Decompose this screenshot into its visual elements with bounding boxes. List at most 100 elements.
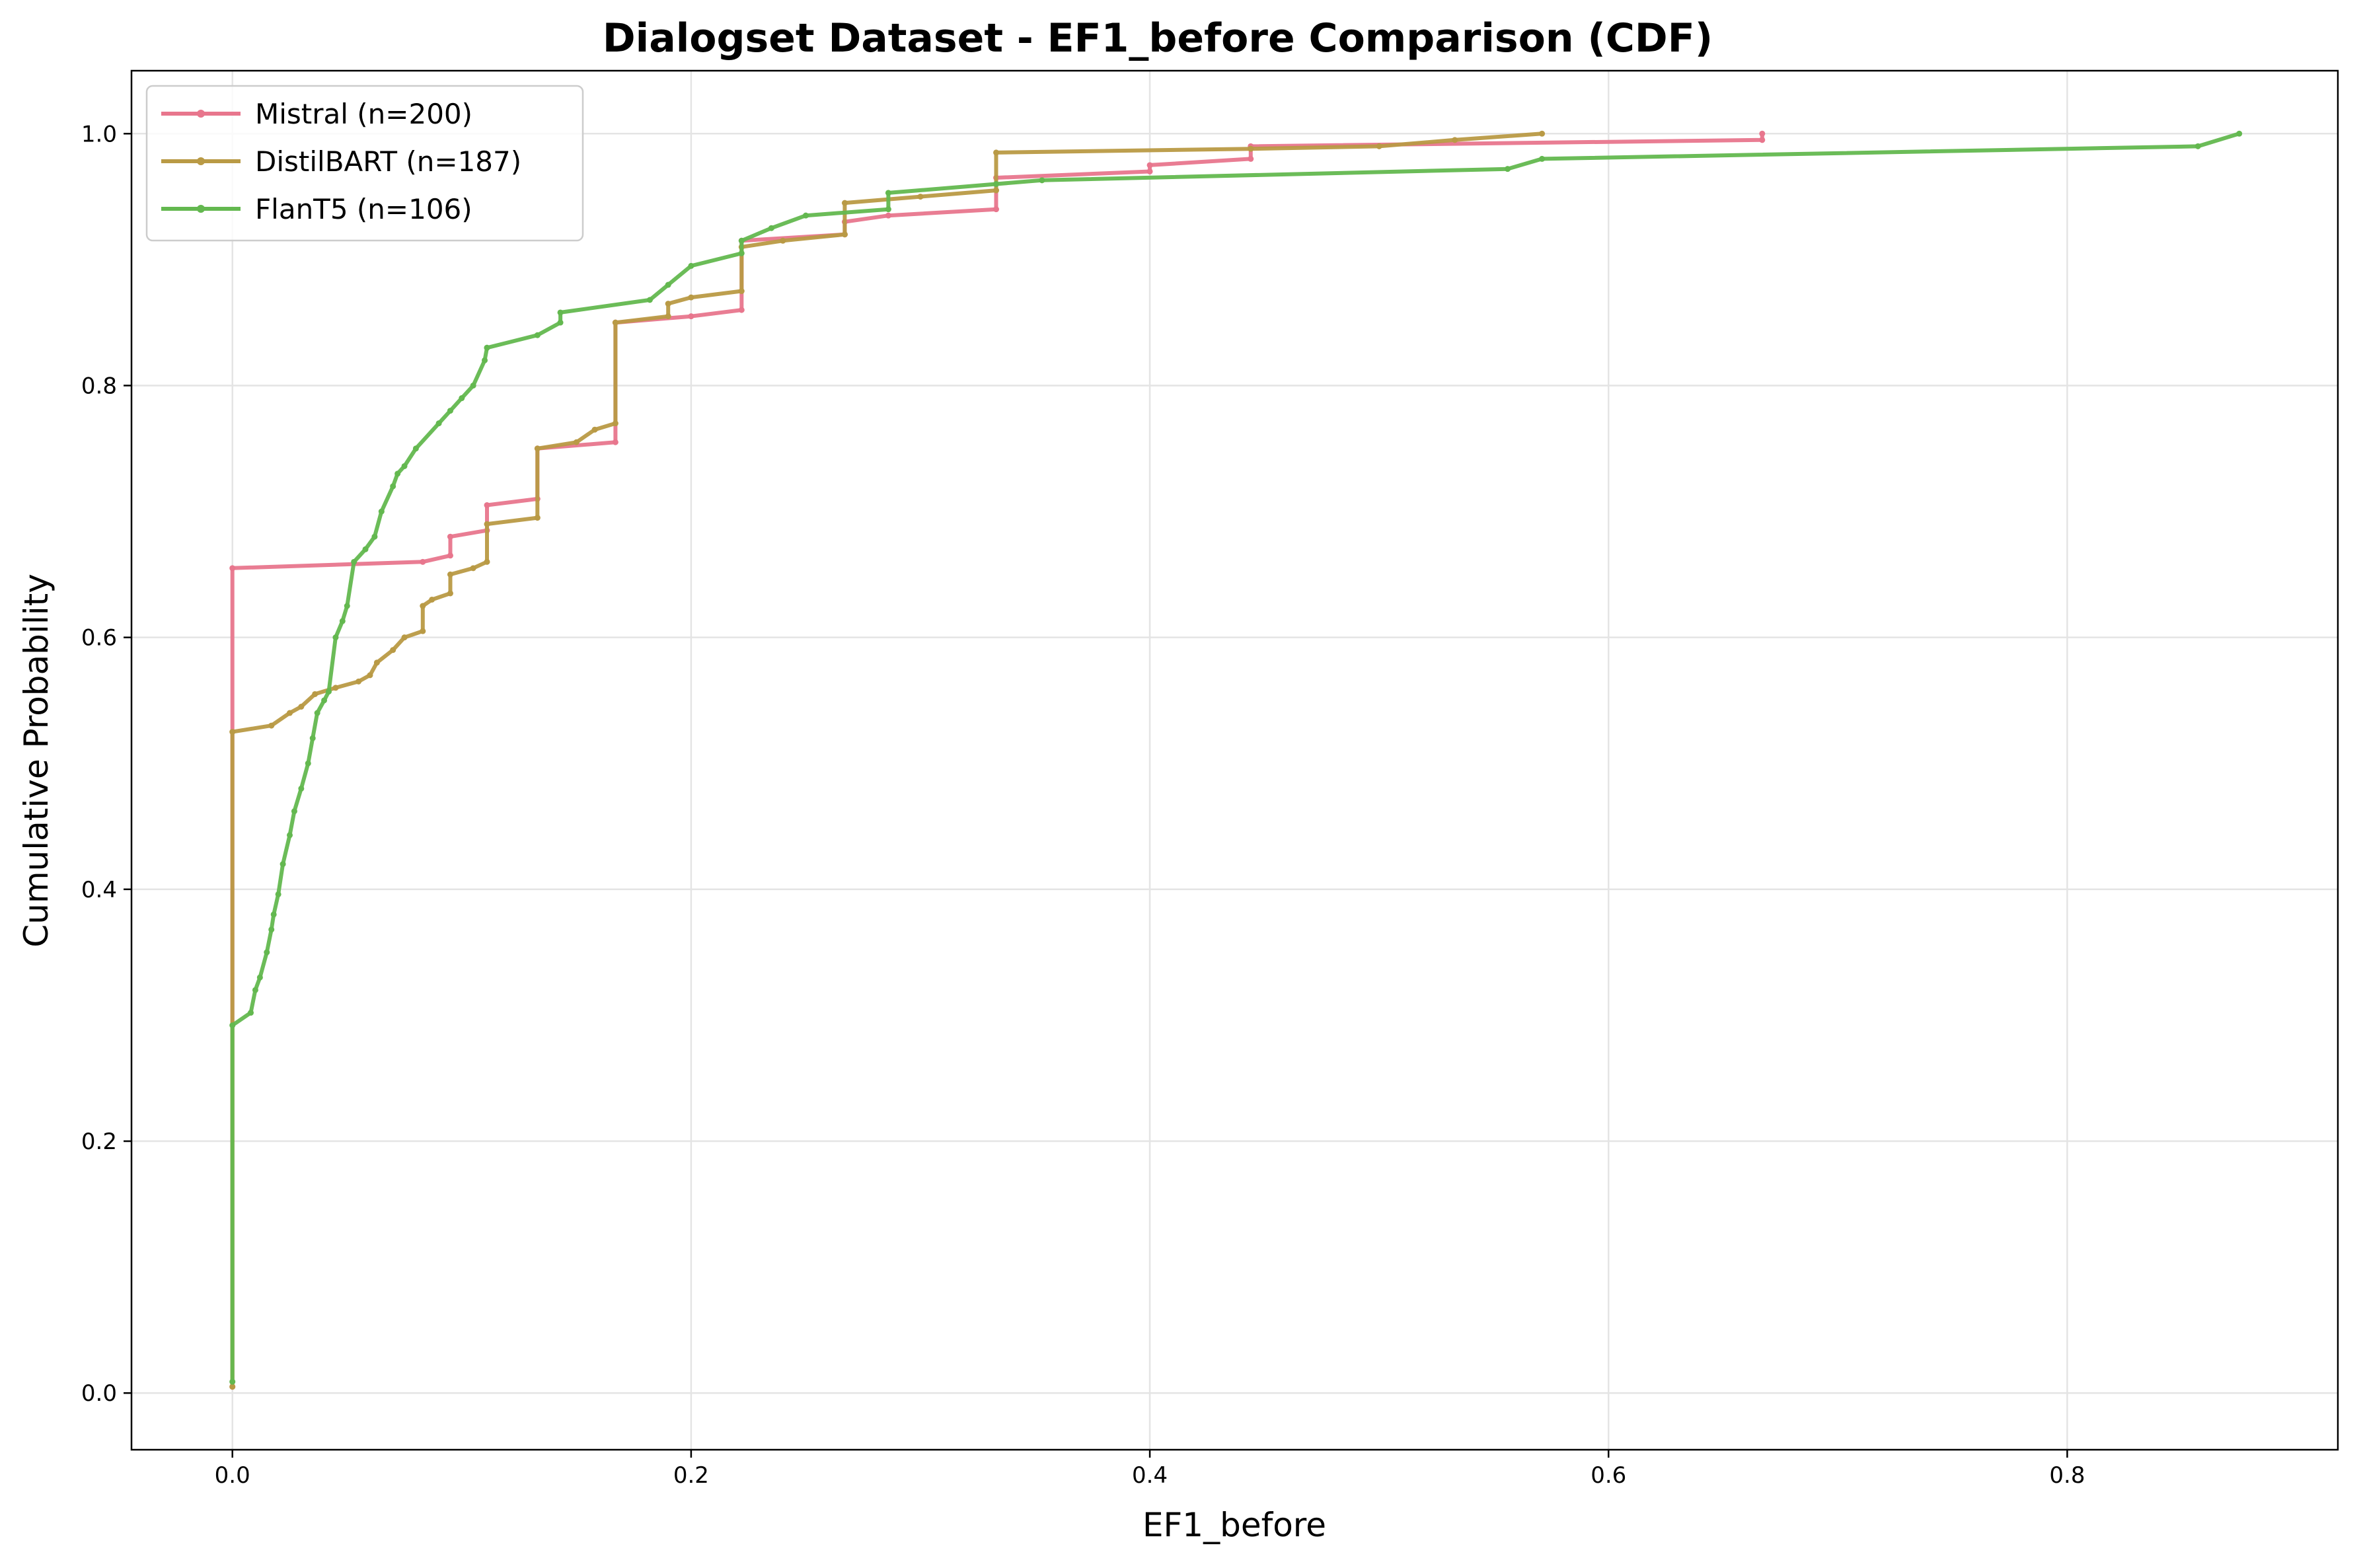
- series-point-2: [885, 206, 891, 213]
- series-point-1: [390, 647, 396, 653]
- series-point-1: [591, 426, 598, 433]
- chart-title: Dialogset Dataset - EF1_before Compariso…: [603, 15, 1713, 61]
- series-point-2: [738, 237, 745, 244]
- series-point-2: [252, 987, 258, 993]
- legend-box: [145, 85, 584, 242]
- y-tick-label: 0.4: [81, 877, 117, 903]
- series-point-1: [229, 1384, 236, 1390]
- tick-layer: 0.0 0.2 0.4 0.6 0.8 0.0 0.2 0.4 0.6 0.8 1.0: [81, 121, 2085, 1489]
- series-point-1: [447, 590, 453, 597]
- series-point-2: [1039, 177, 1045, 184]
- series-point-2: [378, 508, 385, 515]
- y-axis-title: Cumulative Probability: [17, 574, 56, 948]
- series-point-2: [665, 281, 671, 288]
- series-point-2: [1505, 166, 1511, 172]
- series-point-1: [841, 200, 848, 206]
- legend-swatch-marker: [197, 157, 205, 165]
- series-point-1: [484, 558, 490, 565]
- legend-label: DistilBART (n=187): [255, 145, 521, 178]
- series-point-2: [768, 225, 774, 231]
- y-tick-label: 0.6: [81, 625, 117, 652]
- series-point-2: [802, 212, 809, 219]
- x-axis-title: EF1_before: [1142, 1506, 1326, 1544]
- plot-frame: [130, 69, 2339, 1451]
- series-point-0: [612, 439, 618, 445]
- series-point-1: [420, 628, 426, 634]
- y-tick-label: 0.0: [81, 1380, 117, 1407]
- series-point-2: [256, 974, 263, 981]
- series-point-1: [917, 194, 924, 200]
- series-point-0: [1759, 137, 1766, 143]
- series-point-1: [312, 691, 318, 697]
- series-point-2: [314, 710, 320, 716]
- series-point-2: [390, 483, 396, 490]
- series-point-1: [268, 722, 275, 729]
- legend-label: Mistral (n=200): [255, 98, 472, 130]
- series-point-1: [429, 596, 435, 603]
- series-point-2: [280, 861, 286, 868]
- series-point-2: [688, 262, 694, 269]
- series-point-0: [447, 533, 453, 540]
- series-point-2: [470, 382, 476, 389]
- series-point-2: [394, 470, 401, 477]
- series-point-2: [447, 408, 453, 414]
- x-tick-label: 0.6: [1591, 1462, 1626, 1489]
- series-point-1: [356, 678, 362, 685]
- legend-swatch-marker: [197, 110, 205, 118]
- legend-label: FlanT5 (n=106): [255, 193, 472, 225]
- series-point-1: [612, 420, 618, 427]
- series-point-1: [993, 149, 1000, 156]
- series-point-2: [339, 618, 346, 624]
- series-point-1: [1539, 130, 1546, 137]
- series-point-2: [557, 309, 564, 316]
- series-point-2: [229, 1378, 236, 1385]
- series-point-2: [646, 297, 653, 303]
- series-point-2: [738, 250, 745, 256]
- series-point-0: [420, 558, 426, 565]
- y-tick-label: 0.2: [81, 1129, 117, 1155]
- legend-swatch-marker: [197, 205, 205, 213]
- x-tick-label: 0.8: [2049, 1462, 2085, 1489]
- series-point-2: [286, 832, 293, 839]
- series-point-2: [264, 949, 270, 955]
- series-point-1: [665, 301, 671, 307]
- series-point-2: [435, 420, 442, 427]
- series-point-0: [1146, 162, 1153, 168]
- x-tick-label: 0.4: [1132, 1462, 1168, 1489]
- legend: Mistral (n=200) DistilBART (n=187) FlanT5 …: [145, 85, 584, 242]
- series-point-1: [993, 187, 1000, 194]
- series-point-1: [286, 710, 293, 716]
- series-point-1: [612, 319, 618, 326]
- y-tick-label: 1.0: [81, 121, 117, 147]
- series-point-2: [247, 1010, 254, 1016]
- series-layer: [229, 130, 2243, 1390]
- series-point-2: [993, 181, 1000, 188]
- series-point-0: [688, 313, 694, 320]
- series-point-2: [321, 697, 328, 704]
- series-point-1: [447, 571, 453, 578]
- series-point-1: [841, 231, 848, 238]
- series-point-2: [332, 634, 339, 641]
- series-point-2: [885, 190, 891, 196]
- series-point-0: [993, 206, 1000, 213]
- series-point-2: [270, 911, 277, 918]
- series-point-2: [351, 558, 357, 565]
- series-point-0: [1759, 130, 1766, 137]
- series-point-1: [573, 439, 580, 445]
- series-point-2: [2194, 143, 2201, 149]
- grid-layer: [131, 71, 2338, 1450]
- series-point-2: [291, 808, 297, 815]
- series-point-2: [268, 926, 275, 933]
- y-tick-label: 0.8: [81, 373, 117, 399]
- series-point-0: [885, 212, 891, 219]
- series-point-0: [1248, 155, 1254, 162]
- series-point-0: [738, 307, 745, 313]
- series-point-0: [229, 565, 236, 572]
- series-point-0: [1146, 168, 1153, 174]
- series-point-1: [298, 703, 305, 710]
- series-point-1: [534, 445, 541, 452]
- series-point-1: [1248, 145, 1254, 152]
- series-point-2: [298, 785, 305, 792]
- series-point-2: [459, 395, 465, 402]
